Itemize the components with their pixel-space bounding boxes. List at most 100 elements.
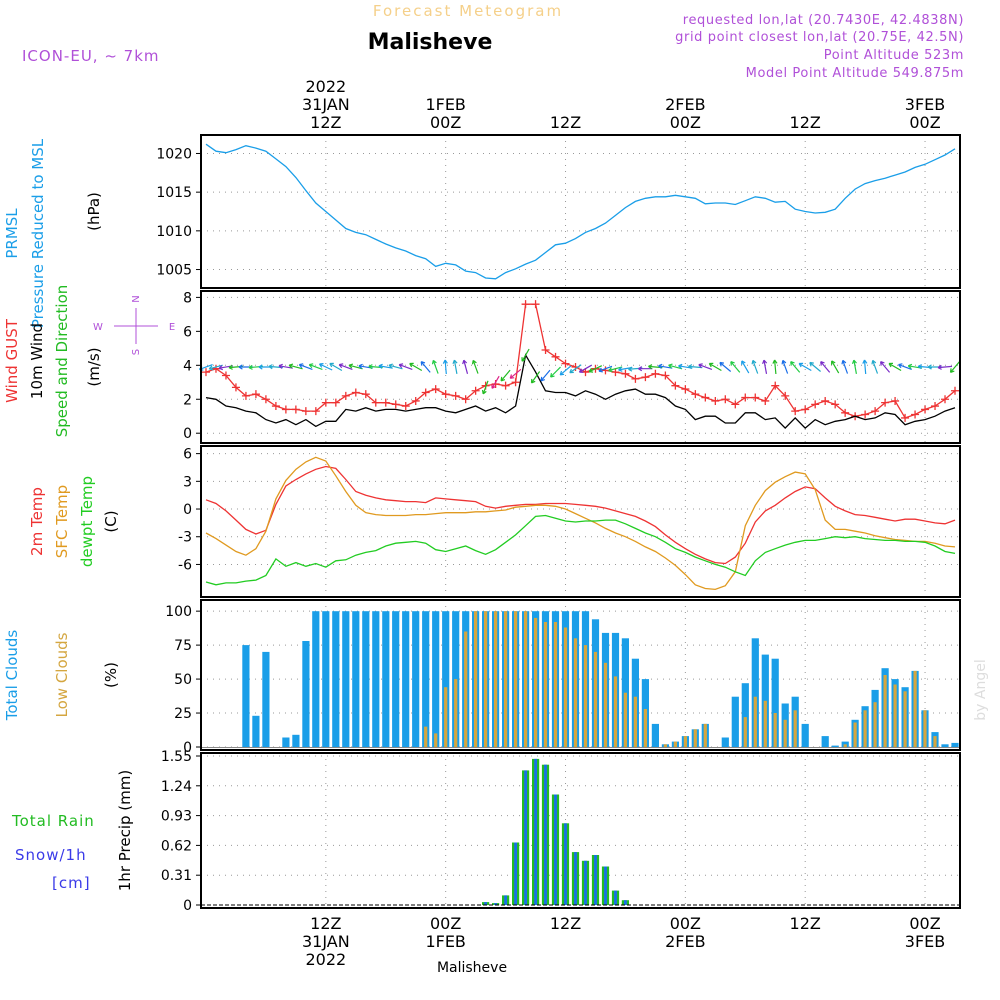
wind-direction-arrow xyxy=(668,363,683,370)
series-gust xyxy=(201,300,960,422)
rain-bar-core xyxy=(624,900,627,905)
gust-marker xyxy=(241,391,250,400)
panel-precip: 0 0.31 0.62 0.93 1.24 1.55 Total Rain Snow/1h [c… xyxy=(11,749,961,914)
bottom-time-label: 31JAN xyxy=(302,932,350,951)
wind-direction-arrow xyxy=(851,359,857,375)
precip-unit-label: 1hr Precip (mm) xyxy=(116,770,134,891)
temperature-label-2: dewpt Temp xyxy=(78,476,96,567)
footer-location: Malisheve xyxy=(437,960,507,976)
total-cloud-bar xyxy=(352,611,360,747)
wind-direction-arrow xyxy=(698,363,713,370)
wind-direction-arrow xyxy=(898,363,912,370)
wind-y-axis: 0 2 4 6 8 xyxy=(183,290,201,442)
wind-grid xyxy=(201,291,960,443)
temperature-label-0: 2m Temp xyxy=(28,487,46,556)
wind-direction-arrow xyxy=(521,348,530,362)
rain-label: Total Rain xyxy=(11,812,95,830)
top-time-label: 00Z xyxy=(670,113,701,132)
series-direction xyxy=(198,348,960,395)
wind-direction-arrow xyxy=(442,359,448,375)
wind-direction-arrow xyxy=(388,363,403,370)
temperature-side-labels: 2m Temp SFC Temp dewpt Temp (C) xyxy=(28,476,120,567)
compass-icon: N S W E xyxy=(93,295,175,355)
bottom-time-label: 2FEB xyxy=(665,932,705,951)
low-cloud-bar xyxy=(444,687,448,747)
total-cloud-bar xyxy=(721,737,729,747)
clouds-frame xyxy=(200,599,961,751)
gust-marker xyxy=(901,413,910,422)
total-cloud-bar xyxy=(312,611,320,747)
gust-marker xyxy=(361,390,370,399)
y-tick-label: 0 xyxy=(183,426,192,442)
low-cloud-bar xyxy=(853,722,857,747)
compass-west: W xyxy=(93,322,103,333)
gust-marker xyxy=(331,398,340,407)
low-cloud-bar xyxy=(843,744,847,747)
total-cloud-bar xyxy=(412,611,420,747)
wind-direction-arrow xyxy=(431,359,439,374)
pressure-label-2: (hPa) xyxy=(85,192,103,231)
low-cloud-bar xyxy=(434,733,438,747)
y-tick-label: 1005 xyxy=(156,263,192,279)
gust-marker xyxy=(821,396,830,405)
rain-bar-core xyxy=(604,866,607,905)
top-time-label: 3FEB xyxy=(905,95,945,114)
total-cloud-bar xyxy=(831,745,839,747)
wind-direction-arrow xyxy=(308,363,323,370)
gust-marker xyxy=(811,400,820,409)
low-cloud-bar xyxy=(553,622,558,747)
y-tick-label: 1.55 xyxy=(161,749,192,765)
total-cloud-bar xyxy=(342,611,350,747)
wind-direction-arrow xyxy=(298,363,313,370)
gust-marker xyxy=(211,364,220,373)
total-cloud-bar xyxy=(821,736,829,747)
gust-marker xyxy=(551,352,560,361)
rain-bar-core xyxy=(484,902,487,905)
total-cloud-bar xyxy=(292,734,300,747)
temperature-label-3: (C) xyxy=(102,510,120,532)
low-cloud-bar xyxy=(863,710,867,747)
y-tick-label: 0.62 xyxy=(161,838,192,854)
wind-direction-arrow xyxy=(471,359,479,374)
wind-direction-arrow xyxy=(208,364,223,371)
top-time-label: 00Z xyxy=(430,113,461,132)
grid-point-coords: grid point closest lon,lat (20.75E, 42.5… xyxy=(675,30,964,45)
total-cloud-bar xyxy=(432,611,440,747)
bottom-time-label: 2022 xyxy=(305,950,346,969)
gust-marker xyxy=(281,405,290,414)
gust-marker xyxy=(701,393,710,402)
low-cloud-bar xyxy=(793,710,797,747)
top-time-label: 2FEB xyxy=(665,95,705,114)
y-tick-label: 0 xyxy=(183,740,192,756)
wind-direction-arrow xyxy=(348,363,363,370)
gust-marker xyxy=(471,386,480,395)
wind-direction-arrow xyxy=(578,364,592,373)
gust-marker xyxy=(861,410,870,419)
total-cloud-bar xyxy=(621,638,629,747)
low-cloud-bar xyxy=(623,692,627,747)
clouds-label-1: Low Clouds xyxy=(53,632,71,717)
wind-direction-arrow xyxy=(329,362,343,372)
rain-bar-core xyxy=(564,823,567,905)
y-tick-label: 1.24 xyxy=(161,779,192,795)
wind-line xyxy=(205,353,956,430)
total-cloud-bar xyxy=(801,723,809,747)
rain-bar-core xyxy=(544,764,547,905)
gust-marker xyxy=(371,398,380,407)
gust-marker xyxy=(611,368,620,377)
gust-marker xyxy=(921,405,930,414)
rain-bar-core xyxy=(554,794,557,905)
footer: Malisheve by Angel xyxy=(437,659,989,976)
bottom-time-label: 12Z xyxy=(550,914,581,933)
wind-direction-arrow xyxy=(598,365,613,373)
y-tick-label: 25 xyxy=(174,706,192,722)
bottom-time-label: 1FEB xyxy=(425,932,465,951)
wind-direction-arrow xyxy=(509,368,522,379)
total-cloud-bar xyxy=(282,737,290,747)
total-cloud-bar xyxy=(382,611,390,747)
total-cloud-bar xyxy=(402,611,410,747)
wind-direction-arrow xyxy=(378,363,393,369)
wind-direction-arrow xyxy=(809,361,821,372)
total-cloud-bar xyxy=(362,611,370,747)
